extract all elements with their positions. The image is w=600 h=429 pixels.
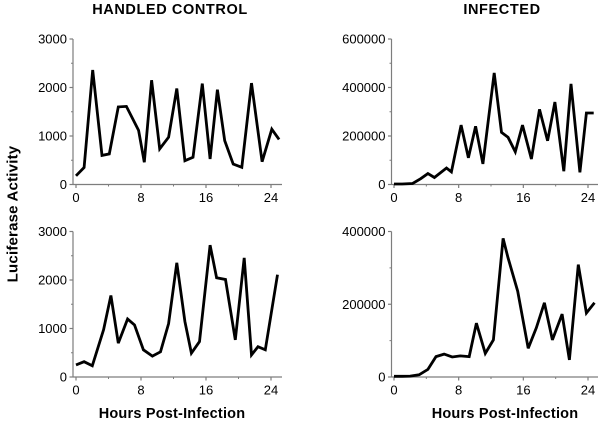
x-axis-label-left: Hours Post-Infection [98,406,246,422]
y-tick-label: 2000 [38,80,67,95]
y-tick-label: 600000 [342,32,385,47]
x-tick-label: 24 [264,190,278,205]
x-tick-label: 0 [72,383,79,398]
chart-handled-control-bottom: 0 1000 2000 3000 0 8 16 24 [38,224,282,398]
chart-handled-control-top: 0 1000 2000 3000 0 8 16 24 [38,32,282,205]
x-tick-label: 8 [137,190,144,205]
x-tick-label: 24 [581,383,595,398]
y-tick-label: 200000 [342,129,385,144]
y-tick-label: 400000 [342,224,385,239]
x-tick-label: 8 [137,383,144,398]
x-tick-label: 16 [199,190,213,205]
x-tick-label: 16 [516,190,530,205]
x-tick-label: 24 [581,190,595,205]
x-tick-label: 0 [72,190,79,205]
y-tick-label: 1000 [38,321,67,336]
y-tick-label: 0 [378,177,385,192]
y-tick-label: 400000 [342,80,385,95]
x-axis-label-right: Hours Post-Infection [431,406,579,422]
x-tick-label: 8 [455,383,462,398]
data-line [394,72,594,186]
y-tick-label: 3000 [38,32,67,47]
data-line [394,238,596,378]
y-tick-label: 0 [60,370,67,385]
x-tick-label: 16 [199,383,213,398]
y-tick-label: 200000 [342,297,385,312]
y-tick-label: 3000 [38,224,67,239]
data-line [75,244,279,368]
y-tick-label: 1000 [38,129,67,144]
x-tick-label: 0 [390,383,397,398]
y-tick-label: 0 [378,370,385,385]
x-tick-label: 16 [516,383,530,398]
x-tick-label: 0 [390,190,397,205]
data-line [74,69,281,177]
chart-infected-top: 0 200000 400000 600000 0 8 16 24 [342,32,598,205]
chart-infected-bottom: 0 200000 400000 0 8 16 24 [342,224,598,398]
column-title-infected: INFECTED [463,2,541,18]
x-tick-label: 8 [455,190,462,205]
column-title-handled-control: HANDLED CONTROL [92,2,248,18]
y-tick-label: 2000 [38,273,67,288]
x-tick-label: 24 [264,383,278,398]
y-tick-label: 0 [60,177,67,192]
